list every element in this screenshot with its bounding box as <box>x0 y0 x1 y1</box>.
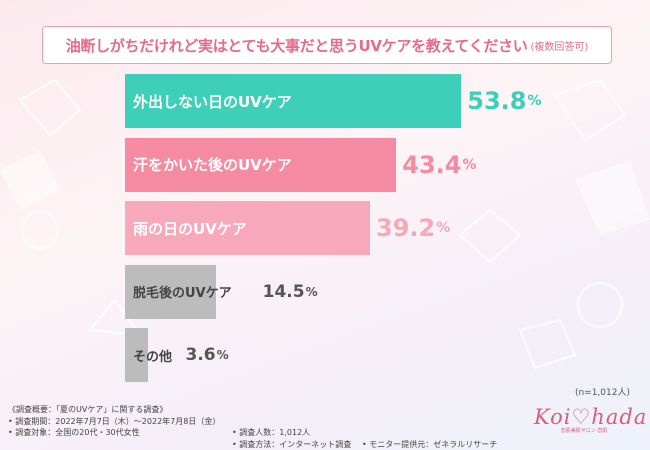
survey-footer: 《調査概要：「夏のUVケア」に関する調査》 • 調査期間：2022年7月7日（木… <box>8 404 220 439</box>
bar-label-2: 雨の日のUVケア <box>133 219 247 238</box>
chart-title-box: 油断しがちだけれど実はとても大事だと思うUVケアを教えてください (複数回答可) <box>42 26 612 64</box>
value-label-4: 3.6% <box>186 328 229 382</box>
survey-method: • 調査方法：インターネット調査 <box>232 439 352 449</box>
value-unit-2: % <box>436 220 451 236</box>
logo-subtext: 恋肌美肌サロン 恋肌 <box>560 428 608 434</box>
bar-0 <box>125 74 462 128</box>
chart-subtitle: (複数回答可) <box>530 41 589 53</box>
value-unit-0: % <box>527 93 542 109</box>
survey-target: • 調査対象：全国の20代・30代女性 <box>8 428 140 437</box>
value-number-1: 43.4 <box>402 150 462 179</box>
chart-title: 油断しがちだけれど実はとても大事だと思うUVケアを教えてください <box>65 36 528 55</box>
survey-period: • 調査期間：2022年7月7日（木）～2022年7月8日（金） <box>8 416 221 426</box>
logo-text: Koi♡hada <box>534 405 648 429</box>
value-number-0: 53.8 <box>467 87 527 115</box>
value-unit-4: % <box>216 348 229 362</box>
survey-count: • 調査人数：1,012人 <box>232 428 311 437</box>
bar-3 <box>125 264 216 319</box>
value-unit-3: % <box>305 284 318 299</box>
value-number-2: 39.2 <box>376 214 436 242</box>
bar-1 <box>125 137 397 192</box>
sample-size-note: (n=1,012人) <box>574 388 630 398</box>
value-label-1: 43.4% <box>402 138 476 192</box>
bar-4 <box>125 328 148 382</box>
value-number-4: 3.6 <box>185 345 216 365</box>
value-unit-1: % <box>462 156 477 173</box>
value-number-3: 14.5 <box>262 281 305 302</box>
bar-label-4: その他 <box>133 349 173 365</box>
survey-footer-col2: • 調査人数：1,012人 • 調査方法：インターネット調査 <box>232 427 351 450</box>
bar-label-1: 汗をかいた後のUVケア <box>133 156 292 174</box>
bar-label-3: 脱毛後のUVケア <box>133 286 232 301</box>
brand-logo: Koi♡hada 恋肌美肌サロン 恋肌 <box>534 405 648 445</box>
bar-2 <box>125 201 370 255</box>
value-label-0: 53.8% <box>467 74 541 128</box>
value-label-3: 14.5% <box>263 265 318 319</box>
survey-provider: • モニター提供元：ゼネラルリサーチ <box>362 439 498 449</box>
bar-label-0: 外出しない日のUVケア <box>133 92 292 111</box>
survey-heading: 《調査概要：「夏のUVケア」に関する調査》 <box>8 405 168 414</box>
value-label-2: 39.2% <box>376 201 450 255</box>
